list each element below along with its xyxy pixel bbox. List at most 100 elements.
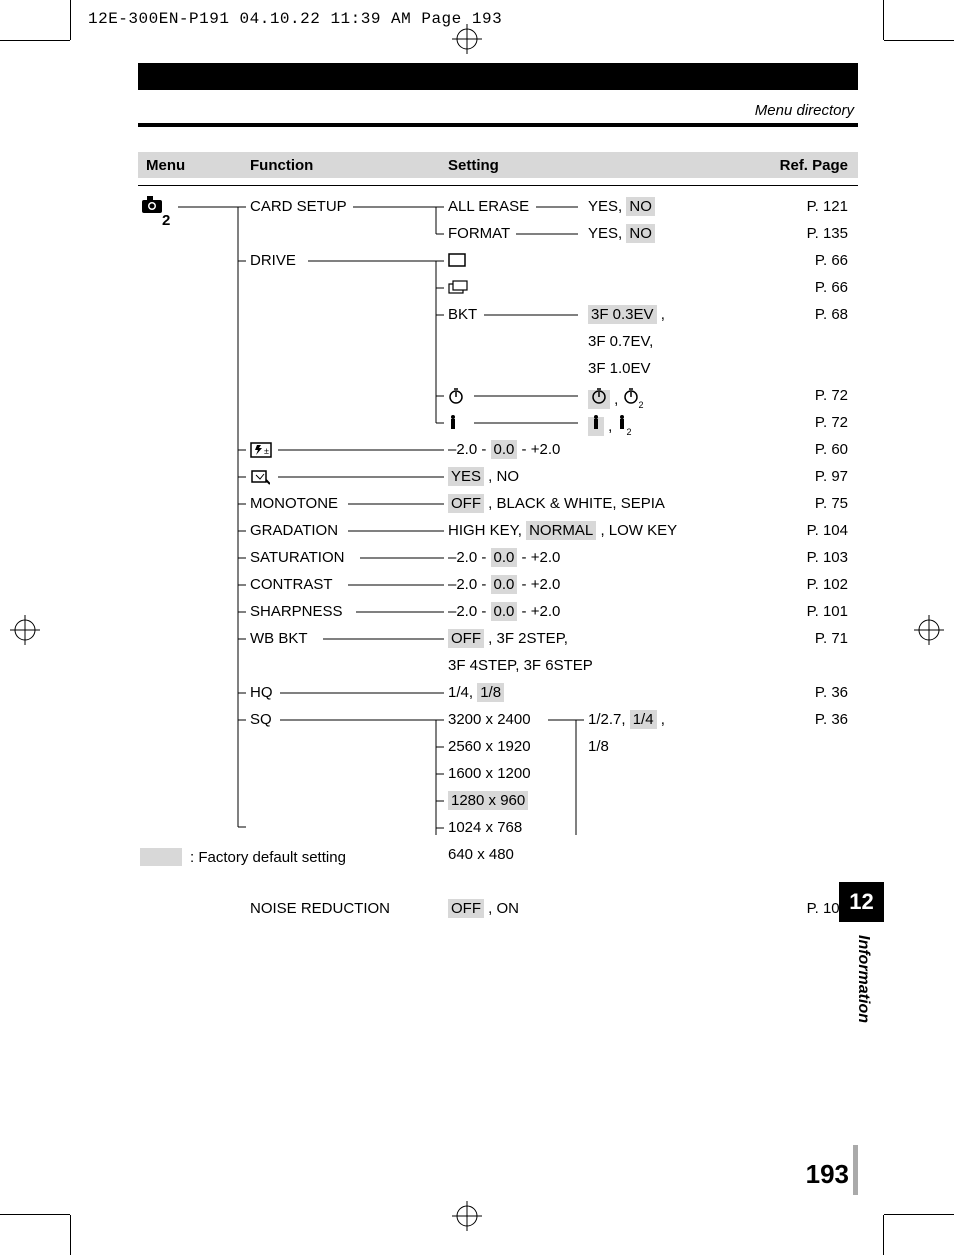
function-label: MONOTONE <box>250 496 338 511</box>
ref-page: P. 72 <box>815 415 848 430</box>
setting-value: –2.0 - 0.0 - +2.0 <box>448 442 560 457</box>
setting-value: 3F 4STEP, 3F 6STEP <box>448 658 593 673</box>
page-number: 193 <box>806 1159 849 1190</box>
chapter-label: Information <box>854 935 872 1023</box>
menu-row: , 2P. 72 <box>138 384 858 411</box>
menu-row: NOISE REDUCTIONOFF , ONP. 105 <box>138 897 858 924</box>
setting-value <box>448 388 464 407</box>
menu-row: SATURATION –2.0 - 0.0 - +2.0 P. 103 <box>138 546 858 573</box>
setting-option: 1/2.7, 1/4 , <box>588 712 665 727</box>
divider <box>138 185 858 186</box>
function-label: SATURATION <box>250 550 344 565</box>
ref-page: P. 36 <box>815 712 848 727</box>
setting-value: FORMAT <box>448 226 510 241</box>
menu-row: 1600 x 1200 <box>138 762 858 789</box>
crop-mark <box>0 1214 70 1215</box>
legend-swatch <box>140 848 182 866</box>
legend: : Factory default setting <box>140 848 346 866</box>
setting-value: 2560 x 1920 <box>448 739 531 754</box>
section-title: Menu directory <box>755 102 854 119</box>
ref-page: P. 97 <box>815 469 848 484</box>
ref-page: P. 68 <box>815 307 848 322</box>
registration-mark-icon <box>10 615 40 645</box>
menu-row: SHARPNESS –2.0 - 0.0 - +2.0 P. 101 <box>138 600 858 627</box>
page-number-bar <box>853 1145 858 1195</box>
ref-page: P. 75 <box>815 496 848 511</box>
col-menu: Menu <box>146 157 185 174</box>
ref-page: P. 102 <box>807 577 848 592</box>
menu-row: 1024 x 768 <box>138 816 858 843</box>
col-function: Function <box>250 157 313 174</box>
setting-value: 1/4, 1/8 <box>448 685 504 700</box>
setting-value: ALL ERASE <box>448 199 529 214</box>
setting-option: YES, NO <box>588 226 655 241</box>
setting-value: –2.0 - 0.0 - +2.0 <box>448 550 560 565</box>
function-label: HQ <box>250 685 273 700</box>
ref-page: P. 104 <box>807 523 848 538</box>
menu-row: SQ 3200 x 2400 1/2.7, 1/4 , P. 36 <box>138 708 858 735</box>
ref-page: P. 72 <box>815 388 848 403</box>
menu-row: YES , NOP. 97 <box>138 465 858 492</box>
function-label: NOISE REDUCTION <box>250 901 390 916</box>
crop-mark <box>883 0 884 40</box>
menu-row: HQ1/4, 1/8P. 36 <box>138 681 858 708</box>
setting-value: 1600 x 1200 <box>448 766 531 781</box>
print-job-header: 12E-300EN-P191 04.10.22 11:39 AM Page 19… <box>88 10 502 28</box>
crop-mark <box>883 1215 884 1255</box>
ref-page: P. 60 <box>815 442 848 457</box>
menu-row: 3F 0.7EV, <box>138 330 858 357</box>
setting-value: –2.0 - 0.0 - +2.0 <box>448 604 560 619</box>
setting-option: , 2 <box>588 415 632 437</box>
setting-value: 3200 x 2400 <box>448 712 531 727</box>
preview-icon <box>250 469 270 488</box>
menu-row: 3F 1.0EV <box>138 357 858 384</box>
page-body: Menu directory Menu Function Setting Ref… <box>70 40 884 1215</box>
ref-page: P. 103 <box>807 550 848 565</box>
setting-value: 1280 x 960 <box>448 793 528 808</box>
registration-mark-icon <box>914 615 944 645</box>
setting-value: –2.0 - 0.0 - +2.0 <box>448 577 560 592</box>
ref-page: P. 101 <box>807 604 848 619</box>
menu-row: P. 66 <box>138 276 858 303</box>
menu-row: BKT3F 0.3EV ,P. 68 <box>138 303 858 330</box>
function-label: SHARPNESS <box>250 604 343 619</box>
function-label: DRIVE <box>250 253 296 268</box>
menu-row: MONOTONE OFF , BLACK & WHITE, SEPIA P. 75 <box>138 492 858 519</box>
col-ref: Ref. Page <box>780 157 848 174</box>
menu-row: 3F 4STEP, 3F 6STEP <box>138 654 858 681</box>
menu-tree: CARD SETUPALL ERASEYES, NOP. 121FORMATYE… <box>138 195 858 924</box>
setting-value: OFF , ON <box>448 901 519 916</box>
header-black-bar <box>138 63 858 90</box>
setting-value <box>448 253 466 270</box>
divider <box>138 123 858 127</box>
crop-mark <box>70 1215 71 1255</box>
legend-text: : Factory default setting <box>190 849 346 866</box>
setting-option: 3F 1.0EV <box>588 361 651 376</box>
chapter-tab: 12 <box>839 882 884 922</box>
crop-mark <box>70 0 71 40</box>
menu-row: , 2 P. 72 <box>138 411 858 438</box>
svg-text:±: ± <box>264 446 269 456</box>
menu-row: WB BKTOFF , 3F 2STEP,P. 71 <box>138 627 858 654</box>
ref-page: P. 135 <box>807 226 848 241</box>
setting-option: YES, NO <box>588 199 655 214</box>
function-label: GRADATION <box>250 523 338 538</box>
function-label: WB BKT <box>250 631 308 646</box>
setting-value: OFF , BLACK & WHITE, SEPIA <box>448 496 665 511</box>
setting-value: HIGH KEY, NORMAL , LOW KEY <box>448 523 677 538</box>
menu-row: DRIVE P. 66 <box>138 249 858 276</box>
function-label: CONTRAST <box>250 577 333 592</box>
setting-value: 640 x 480 <box>448 847 514 862</box>
menu-row: ± –2.0 - 0.0 - +2.0 P. 60 <box>138 438 858 465</box>
menu-row: GRADATION HIGH KEY, NORMAL , LOW KEY P. 10… <box>138 519 858 546</box>
menu-row: 1280 x 960 <box>138 789 858 816</box>
menu-row: CARD SETUPALL ERASEYES, NOP. 121 <box>138 195 858 222</box>
table-header-row: Menu Function Setting Ref. Page <box>138 152 858 178</box>
function-label: CARD SETUP <box>250 199 347 214</box>
setting-value: 1024 x 768 <box>448 820 522 835</box>
function-label: SQ <box>250 712 272 727</box>
flash-ev-icon: ± <box>250 442 272 461</box>
setting-option: 3F 0.3EV , <box>588 307 665 322</box>
ref-page: P. 71 <box>815 631 848 646</box>
ref-page: P. 66 <box>815 253 848 268</box>
